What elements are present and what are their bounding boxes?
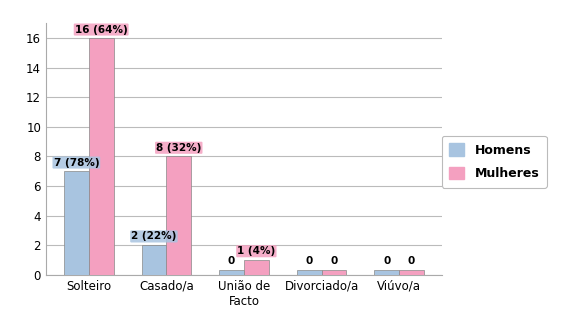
Bar [297, 270, 321, 275]
Legend: Homens, Mulheres: Homens, Mulheres [442, 136, 546, 188]
Text: 1 (4%): 1 (4%) [237, 246, 276, 256]
Text: 8 (32%): 8 (32%) [156, 143, 201, 153]
Text: 0: 0 [331, 256, 338, 266]
Bar [374, 270, 399, 275]
Bar [399, 270, 424, 275]
Bar [89, 38, 114, 275]
Bar [244, 260, 269, 275]
Bar [64, 171, 89, 275]
Text: 0: 0 [228, 256, 235, 266]
Text: 0: 0 [408, 256, 415, 266]
Bar [321, 270, 346, 275]
Bar [166, 156, 191, 275]
Text: 16 (64%): 16 (64%) [75, 24, 127, 35]
Text: 7 (78%): 7 (78%) [53, 157, 99, 168]
Bar [219, 270, 244, 275]
Text: 0: 0 [383, 256, 390, 266]
Text: 0: 0 [305, 256, 313, 266]
Text: 2 (22%): 2 (22%) [131, 231, 177, 242]
Bar [142, 245, 166, 275]
